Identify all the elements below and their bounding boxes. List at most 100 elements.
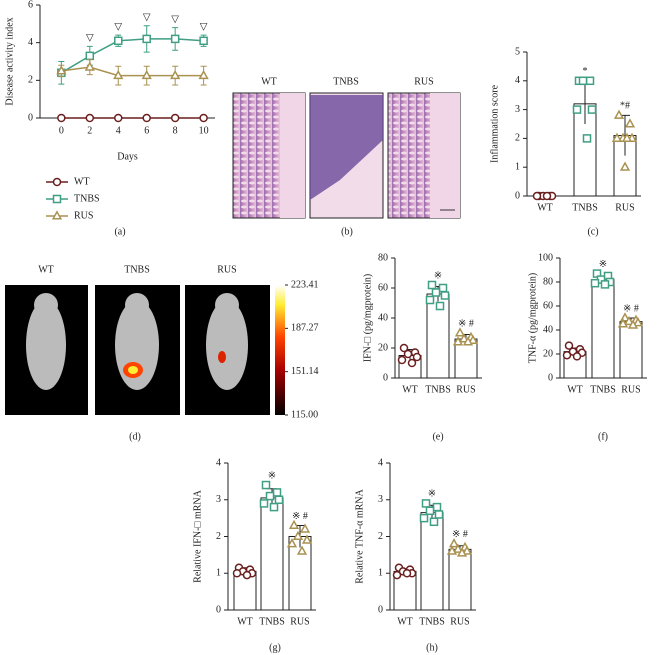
- data-point: [435, 301, 445, 311]
- data-point: [613, 109, 625, 119]
- data-point: [632, 317, 644, 327]
- x-tick-label: WT: [397, 616, 413, 627]
- y-axis-label: TNF-α (pg/mgprotein): [527, 273, 538, 364]
- y-tick-label: 2: [378, 531, 383, 542]
- data-point: [448, 538, 460, 548]
- series-line: [61, 66, 204, 77]
- data-point: [578, 76, 588, 86]
- y-tick-label: 3: [216, 494, 221, 505]
- y-tick-label: 0: [548, 372, 553, 383]
- data-point: [412, 352, 422, 362]
- data-point: [617, 318, 629, 328]
- data-point: [532, 191, 542, 201]
- data-point: [288, 519, 300, 530]
- point: [170, 34, 180, 44]
- data-point: [582, 134, 592, 143]
- data-point: [402, 569, 412, 578]
- significance-marker: *: [583, 66, 588, 77]
- image-label: WT: [261, 76, 277, 87]
- y-tick-label: 4: [216, 457, 221, 468]
- significance-marker: ▽: [114, 21, 122, 32]
- point: [142, 34, 151, 44]
- data-point: [232, 569, 242, 578]
- y-tick-label: 0: [515, 190, 520, 201]
- data-point: [452, 543, 464, 553]
- point: [114, 36, 123, 46]
- x-tick-label: WT: [567, 384, 583, 395]
- x-tick-label: RUS: [456, 384, 475, 395]
- significance-marker: ▽: [171, 14, 179, 25]
- data-point: [452, 336, 464, 346]
- y-tick-label: 100: [538, 252, 553, 263]
- panel-label: (h): [426, 642, 438, 653]
- data-point: [272, 488, 282, 497]
- x-tick-label: 0: [59, 125, 64, 136]
- x-tick-label: RUS: [621, 384, 640, 395]
- y-tick-label: 0: [378, 604, 383, 615]
- y-tick-label: 3: [515, 104, 520, 115]
- legend-label: RUS: [74, 210, 93, 221]
- y-tick-label: 1: [378, 568, 383, 579]
- data-point: [286, 538, 298, 548]
- data-point: [572, 105, 582, 114]
- legend-marker: [52, 194, 62, 204]
- bar: [448, 548, 472, 611]
- data-point: [296, 545, 308, 555]
- image-label: RUS: [217, 264, 236, 275]
- data-point: [392, 570, 402, 580]
- x-tick-label: 8: [173, 125, 178, 136]
- point: [199, 113, 208, 123]
- data-point: [432, 502, 442, 512]
- imaging-images: [5, 285, 285, 415]
- panel-label: (f): [598, 431, 608, 442]
- y-axis-label: Relative IFN-□ mRNA: [192, 489, 203, 582]
- data-point: [454, 327, 466, 337]
- y-tick-label: 40: [378, 312, 388, 323]
- data-point: [274, 495, 284, 504]
- x-tick-label: 2: [87, 125, 92, 136]
- significance-marker: ※ #: [452, 529, 468, 540]
- image-label: TNBS: [333, 76, 359, 87]
- data-point: [627, 319, 639, 329]
- point: [142, 113, 151, 123]
- data-point: [440, 291, 450, 300]
- legend-label: WT: [74, 176, 90, 187]
- y-tick-label: 40: [543, 324, 553, 335]
- significance-marker: ※: [599, 259, 607, 270]
- data-point: [269, 502, 279, 512]
- data-point: [467, 334, 479, 345]
- panel-label: (d): [129, 431, 141, 442]
- data-point: [242, 570, 252, 580]
- data-point: [624, 118, 636, 128]
- data-point: [623, 315, 635, 326]
- data-point: [572, 352, 582, 361]
- x-tick-label: TNBS: [259, 616, 285, 627]
- bar: [260, 497, 284, 611]
- significance-marker: ※: [428, 489, 436, 500]
- data-point: [564, 341, 574, 350]
- point: [57, 113, 66, 123]
- significance-marker: ※: [268, 470, 276, 481]
- histology-images: [232, 92, 461, 219]
- data-point: [600, 280, 610, 289]
- y-tick-label: 80: [543, 276, 553, 287]
- y-tick-label: 60: [378, 282, 388, 293]
- data-point: [587, 105, 597, 114]
- data-point: [403, 349, 413, 359]
- x-tick-label: RUS: [615, 202, 634, 213]
- data-point: [292, 530, 304, 541]
- bar: [619, 321, 643, 379]
- panel-label: (c): [587, 226, 598, 237]
- colorbar-tick-label: 151.14: [291, 366, 319, 377]
- data-point: [542, 191, 552, 201]
- data-point: [590, 278, 600, 288]
- legend-label: TNBS: [74, 193, 100, 204]
- data-point: [407, 358, 417, 368]
- data-point: [611, 132, 623, 142]
- significance-marker: *#: [620, 101, 630, 112]
- y-tick-label: 4: [515, 75, 520, 86]
- point: [113, 69, 124, 80]
- y-tick-label: 2: [28, 75, 33, 86]
- point: [170, 69, 181, 80]
- data-point: [397, 355, 407, 365]
